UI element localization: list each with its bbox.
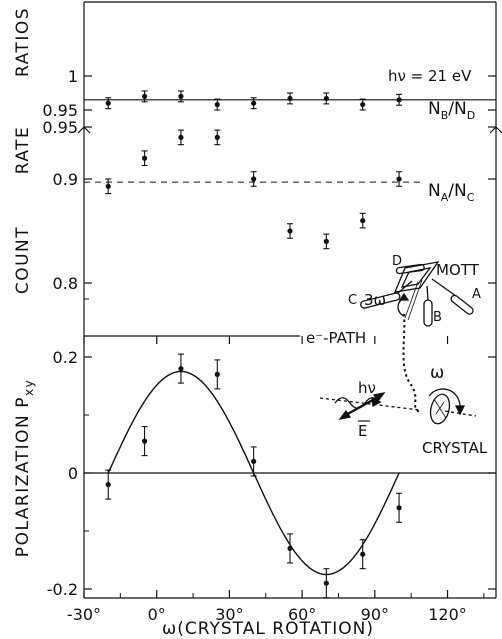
x-tick-label-1: 0° [148,605,166,624]
fit-curve [107,370,400,576]
guide-line-2 [407,279,423,321]
pxy-point-7 [360,551,366,557]
plot-frame [77,1,502,599]
photon-label: hν [358,379,376,397]
pxy-point-4 [251,458,257,464]
crystal-normal [444,410,477,417]
nb-nd-point-0 [105,100,111,106]
ylabel-rate: RATE [13,126,33,175]
field-arrowtail [338,409,352,420]
pol-tick-2-label: -0.2 [47,580,78,599]
ylabel-ratios: RATIOS [13,7,33,77]
series-label-na-nc: NA/NC [428,181,475,204]
ylabel-polarization: POLARIZATION Pxy [13,379,36,557]
pxy-point-8 [396,505,402,511]
photon-beam [319,397,421,411]
detector-b [423,299,433,327]
detector-label-d: D [392,254,402,269]
na-nc-point-4 [251,176,257,182]
x-tick-label-0: -30° [67,605,101,624]
nb-nd-point-2 [178,93,184,99]
xlabel: ω(CRYSTAL ROTATION) [162,619,374,639]
pxy-point-0 [105,482,111,488]
nb-nd-point-6 [323,95,329,102]
series-label-nb-nd: NB/ND [428,99,475,122]
nb-nd-point-7 [360,101,366,108]
mott-plate [393,261,440,293]
field-label: E [358,422,367,440]
electron-path [402,313,421,413]
ylabel-polarization-word: POLARIZATION [13,414,33,557]
pol-tick-1-label: 0 [68,464,78,483]
na-nc-point-0 [105,183,111,189]
pol-tick-0-label: 0.2 [53,348,78,367]
nb-nd-point-1 [141,93,148,99]
crystal-label: CRYSTAL [422,439,488,457]
plot-marks: 1 0.950.95 0.9 0.8 0.2 0 -0.2 -30° 0° 30° 60° 90° 12… [42,67,496,624]
pxy-point-3 [214,371,220,377]
pxy-point-6 [323,580,329,586]
nb-nd-point-8 [396,97,402,103]
energy-label: hν = 21 eV [388,67,472,85]
na-nc-point-3 [214,134,220,140]
lower-tick-1-label: 0.9 [53,170,78,189]
x-tick-label-3: 60° [288,605,316,624]
detector-label-c: C [348,293,357,308]
upper-tick-1-label: 0.95 [42,101,78,120]
rotation-arrow-3w [397,297,405,317]
x-tick-label-4: 90° [361,605,389,624]
ylabel-count: COUNT [13,226,33,294]
inset-schematic [319,261,477,425]
nb-nd-point-4 [251,100,257,106]
detector-a [450,294,474,315]
omega-label: ω [430,363,444,383]
nb-nd-point-3 [214,101,220,108]
guide-line-1 [404,281,419,319]
rotation-label-3w: 3ω [364,291,386,309]
pxy-point-1 [141,438,148,444]
mott-label: MOTT [436,261,480,279]
detector-c-tube [397,280,413,294]
lower-tick-0-label: 0.95 [42,118,78,137]
x-tick-label-2: 30° [215,605,243,624]
detector-a-tube [431,278,457,297]
rotation-arrowhead-omega [454,405,466,416]
ylabel-polarization-symbol: P [13,396,33,408]
na-nc-point-2 [178,134,184,140]
na-nc-point-1 [141,155,148,161]
detector-label-a: A [472,287,481,302]
x-tick-label-5: 120° [428,605,467,624]
detector-d [395,263,425,275]
path-label: e⁻-PATH [306,329,366,347]
na-nc-point-7 [360,218,366,224]
upper-tick-0-label: 1 [68,67,78,86]
field-arrowhead [372,392,386,403]
inset-labels: MOTT D C B A 3ω e⁻-PATH hν E ω CRYSTAL [306,254,488,457]
rotation-arrowhead-3w [398,292,410,301]
crystal-hatch-2 [435,401,445,415]
detector-b-tube [426,285,429,301]
field-arrow [343,394,381,418]
lower-tick-2-label: 0.8 [53,274,78,293]
na-nc-point-5 [287,228,293,234]
ylabel-polarization-sub: xy [22,379,36,396]
detector-label-b: B [433,310,442,325]
detector-c [360,292,401,309]
pxy-point-2 [178,366,184,372]
nb-nd-point-5 [287,95,293,102]
na-nc-point-8 [396,176,402,182]
na-nc-point-6 [323,238,329,244]
